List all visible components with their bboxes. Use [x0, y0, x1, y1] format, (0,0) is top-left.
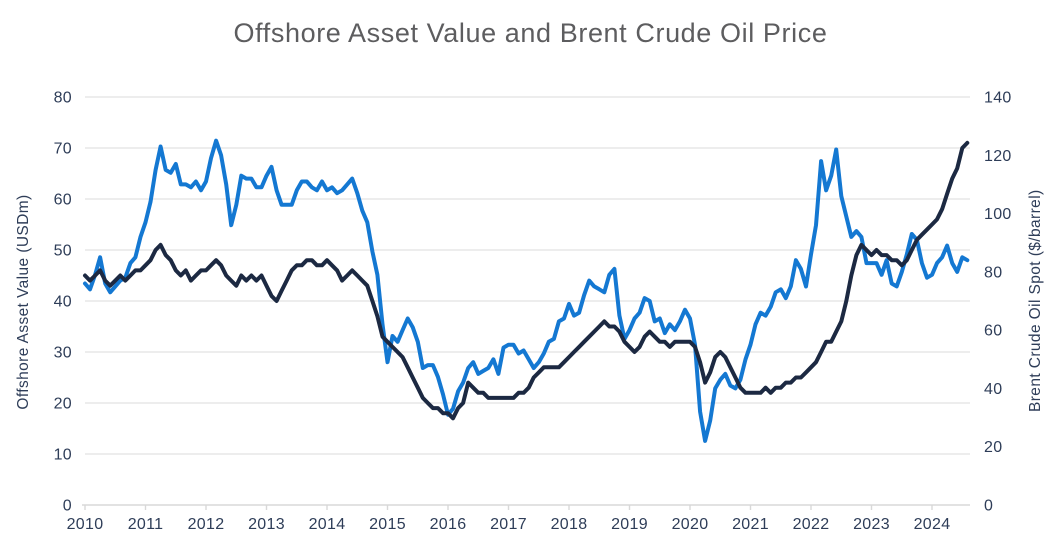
left-tick-label: 20: [54, 396, 72, 413]
left-tick-label: 50: [54, 243, 72, 260]
x-tick-label: 2021: [732, 516, 769, 533]
x-tick-label: 2015: [369, 516, 406, 533]
left-tick-label: 40: [54, 294, 72, 311]
x-tick-label: 2023: [853, 516, 890, 533]
right-tick-label: 40: [984, 381, 1002, 398]
x-tick-label: 2012: [188, 516, 225, 533]
left-tick-label: 70: [54, 141, 72, 158]
x-tick-label: 2011: [128, 516, 164, 533]
right-tick-label: 80: [984, 264, 1002, 281]
brent-line: [83, 138, 970, 443]
x-tick-label: 2016: [430, 516, 467, 533]
left-axis-title: Offshore Asset Value (USDm): [15, 194, 32, 410]
left-tick-label: 30: [54, 345, 72, 362]
x-tick-label: 2024: [914, 516, 951, 533]
left-tick-label: 80: [54, 90, 72, 107]
x-tick-label: 2020: [672, 516, 709, 533]
right-tick-label: 140: [984, 90, 1012, 107]
right-tick-label: 20: [984, 439, 1002, 456]
x-tick-label: 2018: [551, 516, 588, 533]
right-axis-title: Brent Crude Oil Spot ($/barrel): [1027, 189, 1044, 412]
x-tick-label: 2014: [309, 516, 346, 533]
x-tick-label: 2010: [67, 516, 104, 533]
right-tick-label: 60: [984, 323, 1002, 340]
x-tick-label: 2022: [793, 516, 830, 533]
left-tick-label: 10: [54, 447, 72, 464]
chart-title: Offshore Asset Value and Brent Crude Oil…: [233, 18, 828, 48]
x-tick-label: 2019: [611, 516, 648, 533]
asset-value-line: [83, 140, 970, 421]
x-tick-label: 2013: [248, 516, 285, 533]
left-tick-label: 0: [63, 498, 72, 515]
x-tick-label: 2017: [490, 516, 527, 533]
right-tick-label: 120: [984, 148, 1012, 165]
right-tick-label: 100: [984, 206, 1012, 223]
left-tick-label: 60: [54, 192, 72, 209]
right-tick-label: 0: [984, 498, 993, 515]
